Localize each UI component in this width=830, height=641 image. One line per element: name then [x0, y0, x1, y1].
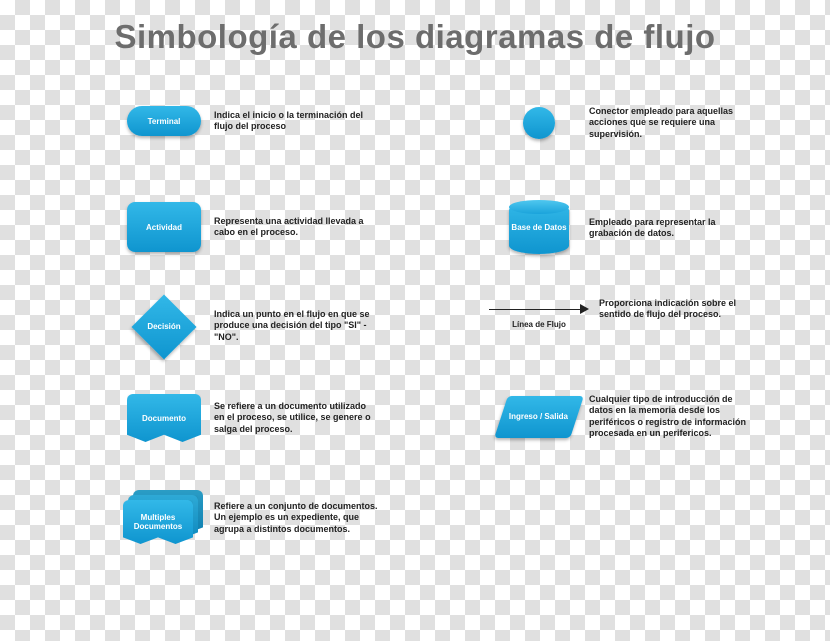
- row-actividad: Actividad Representa una actividad lleva…: [120, 202, 378, 252]
- multidoc-label: Multiples Documentos: [123, 513, 193, 531]
- flowline-icon: Línea de Flujo: [489, 301, 589, 317]
- database-icon: Base de Datos: [509, 202, 569, 254]
- symbol-flowline: Línea de Flujo: [485, 301, 593, 317]
- row-io: Ingreso / Salida Cualquier tipo de intro…: [495, 394, 753, 439]
- database-label: Base de Datos: [511, 224, 566, 233]
- io-label: Ingreso / Salida: [509, 412, 568, 421]
- symbol-database: Base de Datos: [495, 202, 583, 254]
- symbol-io: Ingreso / Salida: [495, 396, 583, 438]
- terminal-desc: Indica el inicio o la terminación del fl…: [208, 110, 378, 133]
- conector-desc: Conector empleado para aquellas acciones…: [583, 106, 753, 140]
- terminal-icon: Terminal: [127, 106, 201, 136]
- row-flowline: Línea de Flujo Proporciona indicación so…: [485, 298, 763, 321]
- page-title: Simbología de los diagramas de flujo: [0, 18, 830, 56]
- symbol-actividad: Actividad: [120, 202, 208, 252]
- row-multidoc: Multiples Documentos Refiere a un conjun…: [120, 490, 378, 546]
- decision-desc: Indica un punto en el flujo en que se pr…: [208, 309, 378, 343]
- actividad-label: Actividad: [146, 223, 182, 232]
- connector-icon: [523, 107, 555, 139]
- symbol-documento: Documento: [120, 394, 208, 442]
- symbol-terminal: Terminal: [120, 106, 208, 136]
- row-terminal: Terminal Indica el inicio o la terminaci…: [120, 106, 378, 136]
- flowline-desc: Proporciona indicación sobre el sentido …: [593, 298, 763, 321]
- database-desc: Empleado para representar la grabación d…: [583, 217, 753, 240]
- multidoc-desc: Refiere a un conjunto de documentos. Un …: [208, 501, 378, 535]
- row-documento: Documento Se refiere a un documento util…: [120, 394, 378, 442]
- documento-desc: Se refiere a un documento utilizado en e…: [208, 401, 378, 435]
- process-icon: Actividad: [127, 202, 201, 252]
- actividad-desc: Representa una actividad llevada a cabo …: [208, 216, 378, 239]
- documento-label: Documento: [142, 414, 186, 423]
- multidoc-icon: Multiples Documentos: [123, 490, 205, 546]
- row-conector: Conector empleado para aquellas acciones…: [495, 106, 753, 140]
- io-desc: Cualquier tipo de introducción de datos …: [583, 394, 753, 439]
- symbol-decision: Decisión: [120, 298, 208, 354]
- row-database: Base de Datos Empleado para representar …: [495, 202, 753, 254]
- terminal-label: Terminal: [148, 117, 181, 126]
- flowline-label: Línea de Flujo: [489, 320, 589, 329]
- io-icon: Ingreso / Salida: [494, 396, 584, 438]
- decision-label: Decisión: [147, 322, 180, 331]
- row-decision: Decisión Indica un punto en el flujo en …: [120, 298, 378, 354]
- symbol-multidoc: Multiples Documentos: [120, 490, 208, 546]
- symbol-conector: [495, 107, 583, 139]
- document-icon: Documento: [127, 394, 201, 442]
